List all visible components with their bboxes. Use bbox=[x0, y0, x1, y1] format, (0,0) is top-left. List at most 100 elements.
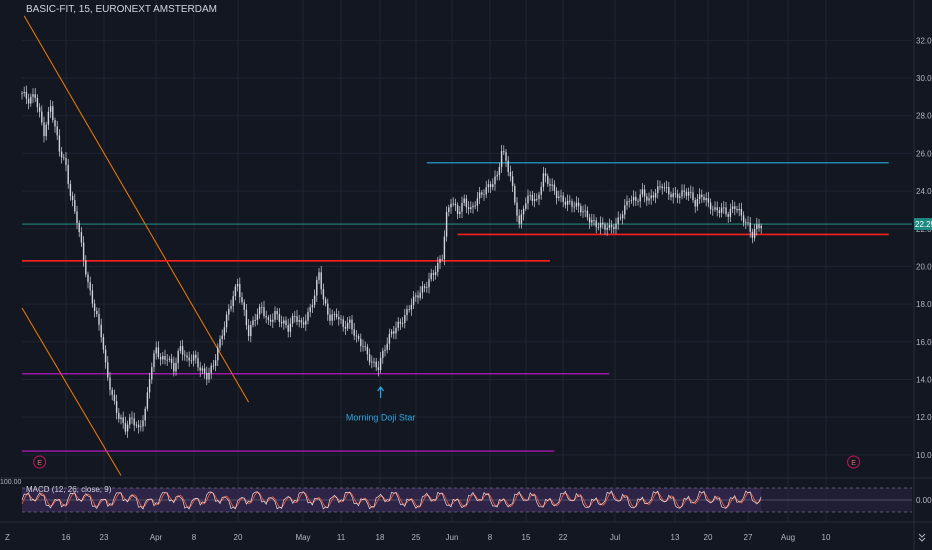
candle-body bbox=[201, 368, 204, 371]
candle-body bbox=[701, 194, 703, 197]
candle-body bbox=[586, 210, 589, 218]
candle-body bbox=[331, 314, 333, 321]
y-tick-label: 30.00 bbox=[916, 74, 932, 83]
candle-body bbox=[756, 224, 758, 229]
candle-body bbox=[503, 151, 505, 153]
candle-body bbox=[456, 205, 459, 214]
candle-body bbox=[551, 184, 553, 186]
candle-body bbox=[650, 195, 652, 199]
candle-body bbox=[100, 324, 102, 338]
candle-body bbox=[280, 321, 283, 324]
candle-body bbox=[646, 196, 648, 201]
candle-body bbox=[32, 94, 34, 97]
candle-body bbox=[632, 196, 635, 201]
candle-body bbox=[58, 135, 61, 152]
candle-body bbox=[747, 222, 749, 224]
candle-body bbox=[87, 274, 89, 283]
candle-body bbox=[353, 329, 355, 336]
last-price-badge bbox=[914, 218, 932, 231]
candle-body bbox=[85, 260, 87, 275]
candle-body bbox=[384, 349, 386, 351]
candle-body bbox=[630, 200, 633, 202]
candle-body bbox=[467, 207, 470, 210]
candle-body bbox=[454, 203, 457, 206]
x-tick-label: Jul bbox=[610, 533, 620, 542]
candle-body bbox=[478, 192, 481, 199]
x-tick-label: 25 bbox=[412, 533, 421, 542]
candle-body bbox=[694, 200, 696, 207]
candle-body bbox=[377, 367, 380, 370]
candle-body bbox=[753, 228, 756, 238]
candle-body bbox=[41, 111, 43, 123]
y-tick-label: 24.00 bbox=[916, 187, 932, 196]
annotation-label: Morning Doji Star bbox=[346, 412, 416, 422]
candle-body bbox=[219, 339, 221, 348]
candle-body bbox=[683, 190, 685, 192]
candle-body bbox=[485, 187, 487, 195]
candle-body bbox=[439, 258, 441, 263]
candle-body bbox=[595, 220, 597, 228]
candle-body bbox=[118, 412, 120, 419]
candle-body bbox=[274, 311, 276, 320]
candle-body bbox=[445, 211, 448, 237]
candle-body bbox=[256, 314, 259, 320]
candle-body bbox=[549, 184, 551, 186]
candle-body bbox=[23, 91, 25, 94]
y-tick-label: 16.00 bbox=[916, 338, 932, 347]
candle-body bbox=[692, 192, 694, 201]
candle-body bbox=[725, 207, 727, 215]
annotation-arrow-head bbox=[377, 385, 385, 392]
candle-body bbox=[388, 333, 391, 344]
candle-body bbox=[230, 306, 232, 309]
candle-body bbox=[516, 202, 518, 216]
candle-body bbox=[582, 211, 584, 213]
candle-body bbox=[228, 308, 230, 315]
candle-body bbox=[505, 152, 507, 161]
candle-body bbox=[665, 187, 668, 188]
earnings-marker-icon[interactable] bbox=[33, 455, 47, 469]
x-tick-label: May bbox=[295, 533, 310, 542]
candle-body bbox=[676, 193, 679, 198]
candle-body bbox=[324, 299, 327, 304]
timezone-icon[interactable]: Z bbox=[5, 533, 10, 542]
candle-body bbox=[421, 286, 424, 293]
candle-body bbox=[474, 205, 476, 207]
candle-body bbox=[76, 211, 78, 224]
candle-body bbox=[734, 206, 736, 209]
candle-body bbox=[115, 401, 118, 413]
y-tick-label: 20.00 bbox=[916, 262, 932, 271]
candle-body bbox=[628, 201, 630, 203]
earnings-marker-icon[interactable] bbox=[847, 455, 861, 469]
candle-body bbox=[364, 346, 366, 348]
candle-body bbox=[82, 242, 85, 261]
candle-body bbox=[36, 98, 39, 108]
candle-body bbox=[91, 290, 94, 304]
candle-body bbox=[494, 176, 496, 185]
x-tick-label: 8 bbox=[488, 533, 493, 542]
candle-body bbox=[186, 355, 188, 358]
candle-body bbox=[146, 392, 149, 409]
settings-chevron-icon[interactable] bbox=[918, 533, 926, 542]
candle-body bbox=[663, 187, 666, 189]
candle-body bbox=[459, 211, 461, 214]
candle-body bbox=[368, 354, 371, 363]
candle-body bbox=[195, 354, 197, 359]
candle-body bbox=[166, 359, 168, 361]
y-tick-label: 32.00 bbox=[916, 36, 932, 45]
candle-body bbox=[716, 207, 718, 211]
candle-body bbox=[272, 319, 274, 322]
candle-body bbox=[674, 193, 677, 195]
candle-body bbox=[617, 217, 619, 224]
candle-body bbox=[720, 207, 723, 213]
candle-body bbox=[599, 222, 602, 228]
candle-body bbox=[151, 367, 153, 380]
candle-body bbox=[168, 358, 171, 360]
candle-body bbox=[63, 157, 65, 159]
candle-body bbox=[621, 214, 624, 219]
candle-body bbox=[707, 198, 710, 203]
candle-body bbox=[49, 106, 52, 112]
candle-body bbox=[129, 417, 131, 425]
x-tick-label: 18 bbox=[376, 533, 385, 542]
candle-body bbox=[648, 198, 650, 201]
